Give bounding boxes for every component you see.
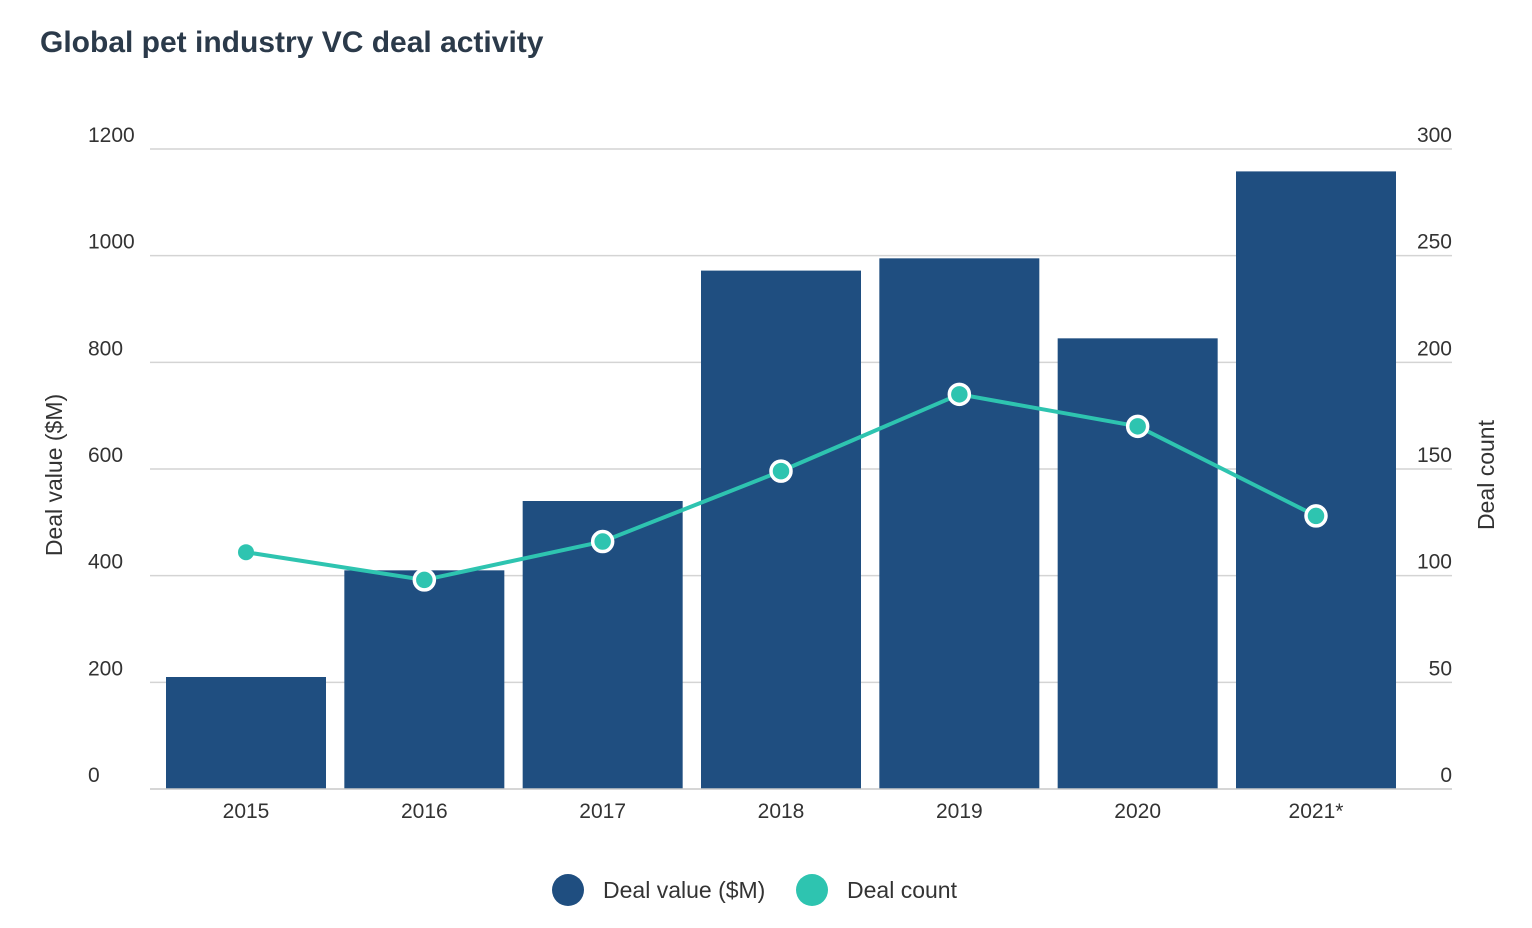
legend-label-deal-value: Deal value ($M) — [603, 877, 765, 903]
x-tick-label: 2019 — [936, 800, 983, 823]
bar-2015 — [166, 677, 326, 789]
y-tick-label-right: 300 — [1417, 124, 1452, 147]
y-tick-label-right: 50 — [1429, 657, 1452, 680]
y-tick-label-left: 1200 — [88, 124, 135, 147]
chart-title: Global pet industry VC deal activity — [40, 26, 544, 59]
bar-2018 — [701, 270, 861, 790]
deal-count-point — [947, 382, 972, 407]
y-tick-label-left: 1000 — [88, 231, 135, 254]
y-tick-label-left: 200 — [88, 657, 123, 680]
y-tick-label-left: 800 — [88, 337, 123, 360]
x-tick-label: 2018 — [758, 800, 805, 823]
y-tick-label-right: 0 — [1440, 764, 1452, 787]
bar-2019 — [879, 258, 1040, 789]
bar-2016 — [344, 570, 505, 789]
bar-series — [166, 171, 1396, 790]
y-tick-label-right: 250 — [1417, 231, 1452, 254]
legend-swatch-deal-count — [796, 874, 828, 906]
y-tick-label-left: 600 — [88, 444, 123, 467]
x-tick-label: 2017 — [579, 800, 626, 823]
line-series — [238, 382, 1328, 592]
deal-count-point — [1125, 414, 1150, 439]
y-tick-label-right: 200 — [1417, 337, 1452, 360]
deal-count-point — [769, 459, 793, 483]
legend: Deal value ($M) Deal count — [552, 874, 958, 906]
x-tick-label: 2021* — [1289, 800, 1344, 823]
deal-count-point — [412, 568, 437, 592]
bar-2020 — [1057, 338, 1218, 789]
deal-count-point — [590, 529, 615, 554]
legend-label-deal-count: Deal count — [847, 877, 958, 903]
x-tick-label: 2020 — [1114, 800, 1161, 823]
y-axis-title-left: Deal value ($M) — [41, 394, 67, 556]
right-axis-ticks: 0 50 100 150 200 250 300 — [1417, 124, 1452, 787]
bar-2021 — [1236, 171, 1396, 789]
deal-count-point — [238, 544, 254, 561]
y-tick-label-right: 100 — [1417, 551, 1452, 574]
x-tick-label: 2016 — [401, 800, 448, 823]
x-axis-ticks: 2015 2016 2017 2018 2019 2020 2021* — [223, 800, 1344, 823]
y-tick-label-left: 0 — [88, 764, 100, 787]
y-tick-label-right: 150 — [1417, 444, 1452, 467]
left-axis-ticks: 0 200 400 600 800 1000 1200 — [88, 124, 135, 787]
legend-swatch-deal-value — [552, 874, 584, 906]
y-tick-label-left: 400 — [88, 551, 123, 574]
x-tick-label: 2015 — [223, 800, 270, 823]
y-axis-title-right: Deal count — [1473, 419, 1499, 530]
deal-count-point — [1304, 504, 1328, 528]
